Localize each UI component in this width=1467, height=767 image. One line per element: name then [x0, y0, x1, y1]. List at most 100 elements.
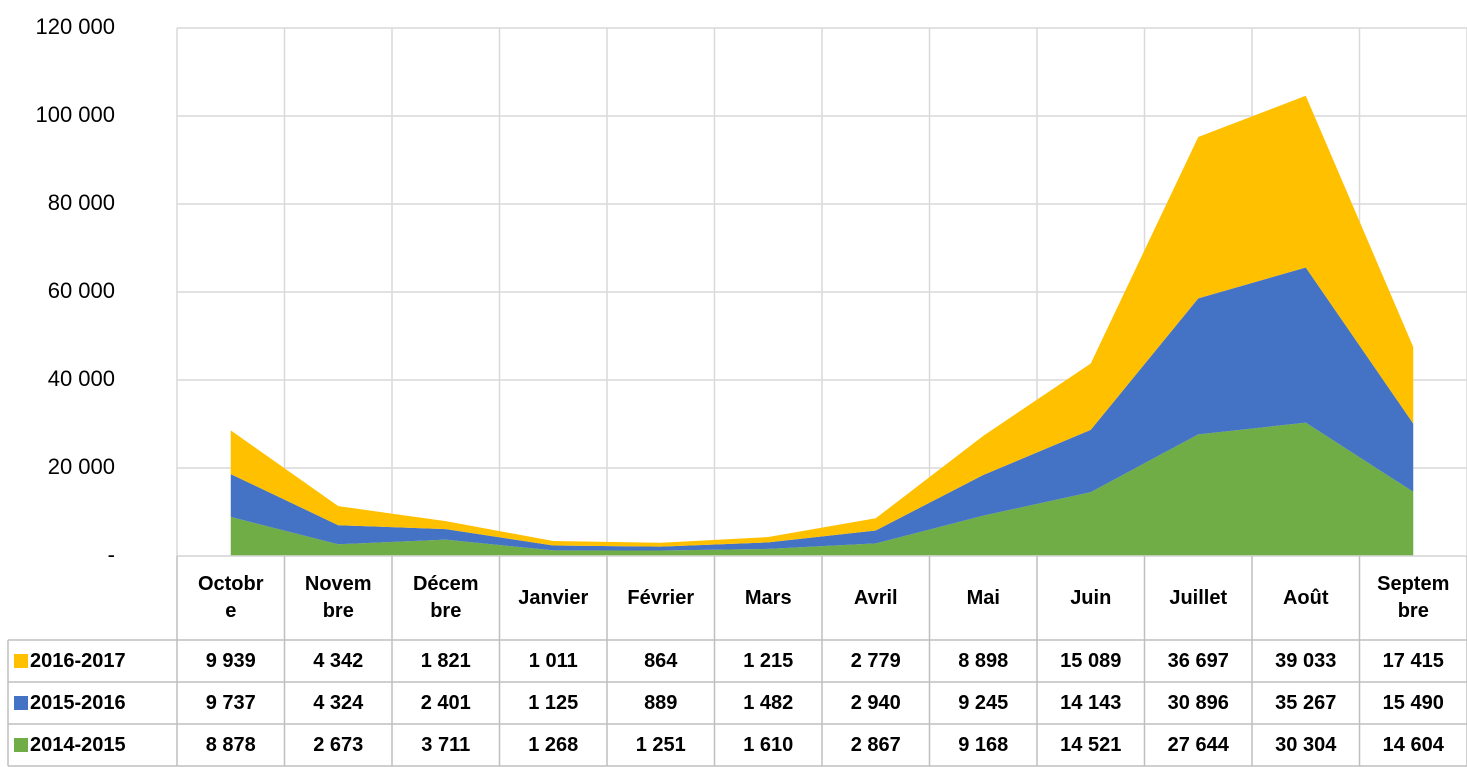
- table-value-text: 8 878: [205, 733, 256, 756]
- area: [230, 95, 1414, 547]
- table-value: 8 898: [930, 640, 1038, 682]
- category-header-text: Juin: [1070, 586, 1112, 609]
- table-value: 27 644: [1145, 724, 1253, 766]
- category-header-text: Novembre: [304, 573, 372, 622]
- table-value-text: 14 143: [1060, 691, 1122, 714]
- table-value: 4 324: [285, 682, 393, 724]
- category-header-text: Août: [1282, 586, 1329, 609]
- table-value: 3 711: [392, 724, 500, 766]
- category-header-text: Octobre: [197, 573, 264, 622]
- table-value: 36 697: [1145, 640, 1253, 682]
- table-value: 15 089: [1037, 640, 1145, 682]
- category-header: Mai: [930, 556, 1038, 640]
- y-tick-label: -: [108, 542, 115, 567]
- table-value-text: 14 521: [1060, 733, 1122, 756]
- table-value-text: 35 267: [1275, 691, 1337, 714]
- category-header-text: Décembre: [412, 573, 479, 622]
- category-header: Mars: [715, 556, 823, 640]
- table-value-text: 1 011: [528, 649, 578, 672]
- y-tick-label: 40 000: [48, 366, 115, 391]
- category-header-text: Avril: [853, 586, 898, 609]
- table-value: 864: [607, 640, 715, 682]
- table-value-text: 864: [644, 649, 678, 672]
- table-value: 30 896: [1145, 682, 1253, 724]
- table-value: 1 610: [715, 724, 823, 766]
- table-value: 2 867: [822, 724, 930, 766]
- table-value-text: 9 168: [958, 733, 1009, 756]
- table-value-text: 36 697: [1167, 649, 1229, 672]
- table-value: 14 521: [1037, 724, 1145, 766]
- legend-label-text: 2015-2016: [30, 691, 126, 714]
- category-header-text: Mai: [966, 586, 1000, 609]
- category-header: Février: [607, 556, 715, 640]
- table-value-text: 1 251: [635, 733, 686, 756]
- table-value: 1 268: [500, 724, 608, 766]
- table-value: 2 940: [822, 682, 930, 724]
- area: [230, 267, 1414, 551]
- legend-label-text: 2014-2015: [30, 733, 126, 756]
- category-header-text: Septembre: [1377, 573, 1450, 622]
- table-value: 2 779: [822, 640, 930, 682]
- legend-key: [14, 654, 28, 668]
- table-value-text: 2 779: [850, 649, 901, 672]
- table-value: 15 490: [1360, 682, 1467, 724]
- category-header: Novembre: [285, 556, 393, 640]
- table-value: 2 673: [285, 724, 393, 766]
- table-value-text: 4 342: [313, 649, 364, 672]
- table-value-text: 1 125: [528, 691, 579, 714]
- table-value-text: 1 215: [743, 649, 794, 672]
- table-value-text: 39 033: [1275, 649, 1337, 672]
- area: [230, 422, 1414, 556]
- table-value-text: 30 896: [1167, 691, 1229, 714]
- table-value-text: 4 324: [313, 691, 364, 714]
- table-value-text: 2 401: [420, 691, 471, 714]
- y-tick-label: 120 000: [35, 14, 115, 39]
- table-value: 2 401: [392, 682, 500, 724]
- category-header: Août: [1252, 556, 1360, 640]
- category-header-text: Janvier: [518, 586, 589, 609]
- table-value-text: 8 898: [958, 649, 1009, 672]
- table-value-text: 1 821: [420, 649, 471, 672]
- category-header-text: Février: [627, 586, 695, 609]
- table-value-text: 15 089: [1060, 649, 1122, 672]
- legend-label: 2016-2017: [30, 640, 173, 682]
- table-value: 30 304: [1252, 724, 1360, 766]
- table-value: 39 033: [1252, 640, 1360, 682]
- table-value: 8 878: [177, 724, 285, 766]
- category-header: Janvier: [500, 556, 608, 640]
- legend-label: 2014-2015: [30, 724, 173, 766]
- table-value-text: 1 482: [743, 691, 794, 714]
- y-tick-label: 20 000: [48, 454, 115, 479]
- table-value: 9 737: [177, 682, 285, 724]
- category-header: Juin: [1037, 556, 1145, 640]
- table-value-text: 2 867: [850, 733, 901, 756]
- table-value-text: 14 604: [1382, 733, 1444, 756]
- category-header: Juillet: [1145, 556, 1253, 640]
- y-tick-label: 60 000: [48, 278, 115, 303]
- table-value-text: 3 711: [421, 733, 471, 756]
- table-value-text: 2 673: [313, 733, 364, 756]
- table-value-text: 2 940: [850, 691, 901, 714]
- table-value: 1 821: [392, 640, 500, 682]
- y-tick-label: 80 000: [48, 190, 115, 215]
- y-tick-label: 100 000: [35, 102, 115, 127]
- table-value: 14 604: [1360, 724, 1467, 766]
- table-value-text: 17 415: [1382, 649, 1444, 672]
- table-value: 889: [607, 682, 715, 724]
- table-value: 14 143: [1037, 682, 1145, 724]
- table-value: 35 267: [1252, 682, 1360, 724]
- legend-label-text: 2016-2017: [30, 649, 126, 672]
- table-value-text: 9 939: [205, 649, 256, 672]
- category-header: Avril: [822, 556, 930, 640]
- table-value-text: 30 304: [1275, 733, 1337, 756]
- legend-label: 2015-2016: [30, 682, 173, 724]
- table-value: 1 215: [715, 640, 823, 682]
- table-value: 9 939: [177, 640, 285, 682]
- table-value: 1 251: [607, 724, 715, 766]
- table-value-text: 9 737: [205, 691, 256, 714]
- table-value-text: 889: [644, 691, 678, 714]
- table-value-text: 9 245: [958, 691, 1009, 714]
- table-value-text: 1 610: [743, 733, 794, 756]
